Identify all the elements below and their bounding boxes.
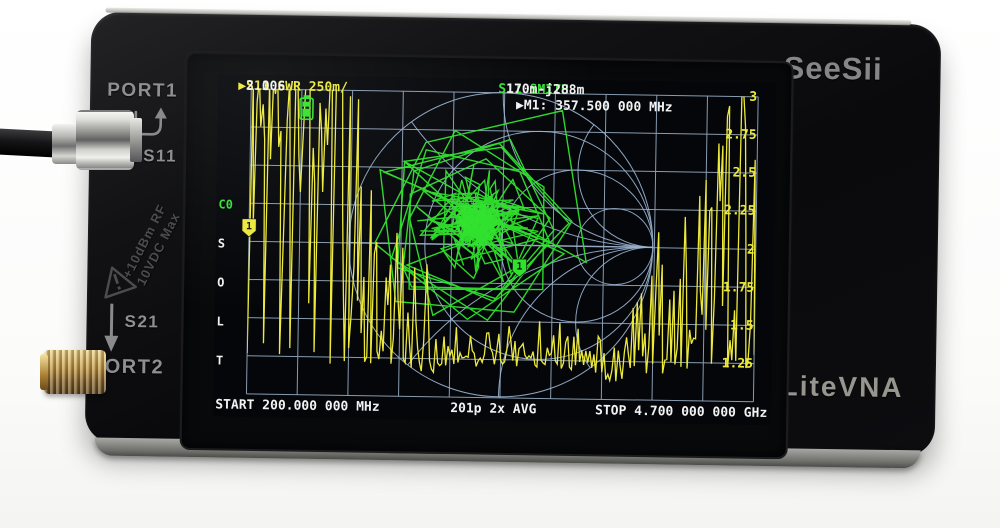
swr-tick-2-25: 2.25 (723, 203, 756, 219)
brand-seesii: SeeSii (783, 50, 883, 87)
svg-text:1: 1 (246, 221, 252, 232)
port2-signal-label: S21 (124, 311, 160, 332)
swr-tick-3: 3 (749, 89, 758, 105)
swr-tick-2: 2 (746, 242, 755, 258)
swr-tick-1-5: 1.5 (729, 318, 754, 334)
port2-sma-cap (40, 354, 48, 390)
trace1-value: 2.006 (238, 78, 286, 95)
port1-sma-connector (76, 110, 134, 170)
swr-tick-2-75: 2.75 (725, 127, 757, 143)
port1-signal-label: S11 (143, 146, 178, 166)
port1-sma-barrel (52, 124, 80, 164)
marker-flag: 1 (241, 218, 257, 238)
cal-letter-l: L (216, 314, 224, 329)
status-start-frequency: START 200.000 000 MHz (215, 397, 380, 415)
litevna-device-body: PORT1 S11 +10dBm RF 10VDC Max (84, 11, 942, 469)
trace2-value: 170m-j288m (498, 81, 585, 99)
swr-tick-2-5: 2.5 (732, 165, 757, 181)
s21-arrow-icon (100, 302, 123, 359)
cal-letter-s: S (217, 236, 226, 251)
brand-litevna: LiteVNA (780, 370, 904, 404)
status-stop-frequency: STOP 4.700 000 000 GHz (594, 403, 768, 422)
swr-tick-1-75: 1.75 (722, 280, 755, 296)
swr-tick-1-25: 1.25 (721, 356, 754, 372)
cal-slot: C0 (218, 197, 233, 212)
measurement-plot: 11 (241, 88, 759, 403)
port1-label: PORT1 (107, 79, 179, 102)
svg-text:1: 1 (516, 262, 522, 273)
status-points-averaging: 201p 2x AVG (450, 401, 537, 418)
marker1-readout: ▶M1: 357.500 000 MHz (515, 98, 673, 116)
warning-triangle-icon (94, 259, 140, 306)
battery-icon (221, 78, 315, 124)
cal-letter-o: O (217, 275, 225, 290)
port2-sma-connector (44, 350, 106, 394)
port1-sma-collar (130, 118, 142, 162)
calibration-status: C0 S O L T (215, 172, 291, 394)
marker-flag: 1 (512, 258, 527, 278)
cal-letter-t: T (215, 353, 224, 368)
